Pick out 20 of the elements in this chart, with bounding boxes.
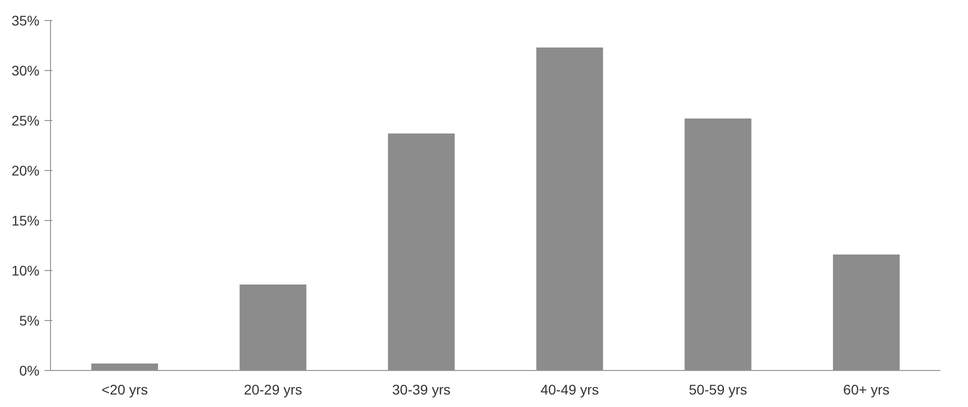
x-tick-label: 30-39 yrs bbox=[392, 382, 451, 398]
y-tick-label: 25% bbox=[11, 112, 40, 128]
x-tick-label: 40-49 yrs bbox=[540, 382, 599, 398]
x-tick-label: 50-59 yrs bbox=[688, 382, 748, 398]
bar bbox=[536, 48, 604, 370]
y-tick-label: 20% bbox=[11, 162, 40, 178]
y-tick-label: 5% bbox=[19, 312, 40, 328]
y-tick-label: 10% bbox=[11, 262, 40, 278]
x-tick-label: 20-29 yrs bbox=[244, 382, 302, 398]
bar bbox=[684, 118, 752, 370]
bar bbox=[240, 284, 306, 370]
y-tick-label: 30% bbox=[11, 62, 40, 78]
y-tick-label: 0% bbox=[19, 362, 40, 378]
bar bbox=[832, 254, 900, 370]
bar bbox=[388, 134, 455, 370]
x-tick-label: 60+ yrs bbox=[843, 382, 890, 398]
x-tick-label: <20 yrs bbox=[102, 382, 148, 398]
y-tick-label: 35% bbox=[11, 12, 40, 28]
y-tick-label: 15% bbox=[11, 212, 40, 228]
bar bbox=[91, 364, 158, 370]
